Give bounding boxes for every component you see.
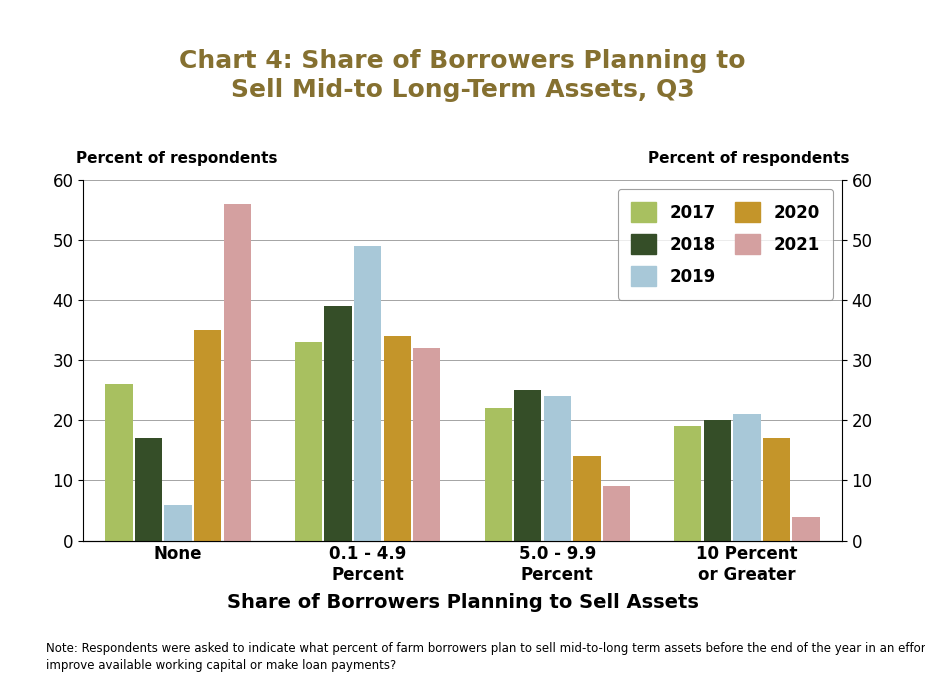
Bar — [674, 426, 701, 541]
Bar — [325, 306, 352, 541]
Bar — [105, 385, 132, 541]
Bar — [603, 486, 630, 541]
Bar — [384, 336, 411, 541]
Bar — [413, 349, 440, 541]
Bar — [194, 331, 221, 541]
Bar — [763, 439, 790, 541]
Legend: 2017, 2018, 2019, 2020, 2021: 2017, 2018, 2019, 2020, 2021 — [618, 188, 833, 299]
Bar — [544, 396, 571, 541]
Bar — [165, 505, 191, 541]
Bar — [485, 408, 512, 541]
Bar — [135, 439, 162, 541]
Bar — [793, 516, 820, 541]
Bar — [295, 342, 322, 541]
Bar — [704, 421, 731, 541]
Text: Share of Borrowers Planning to Sell Assets: Share of Borrowers Planning to Sell Asse… — [227, 593, 698, 613]
Bar — [354, 246, 381, 541]
Bar — [734, 414, 760, 541]
Text: Note: Respondents were asked to indicate what percent of farm borrowers plan to : Note: Respondents were asked to indicate… — [46, 642, 925, 672]
Bar — [514, 390, 541, 541]
Bar — [574, 457, 600, 541]
Text: Percent of respondents: Percent of respondents — [76, 151, 278, 166]
Bar — [224, 204, 251, 541]
Text: Chart 4: Share of Borrowers Planning to
Sell Mid-to Long-Term Assets, Q3: Chart 4: Share of Borrowers Planning to … — [179, 49, 746, 102]
Text: Percent of respondents: Percent of respondents — [648, 151, 849, 166]
